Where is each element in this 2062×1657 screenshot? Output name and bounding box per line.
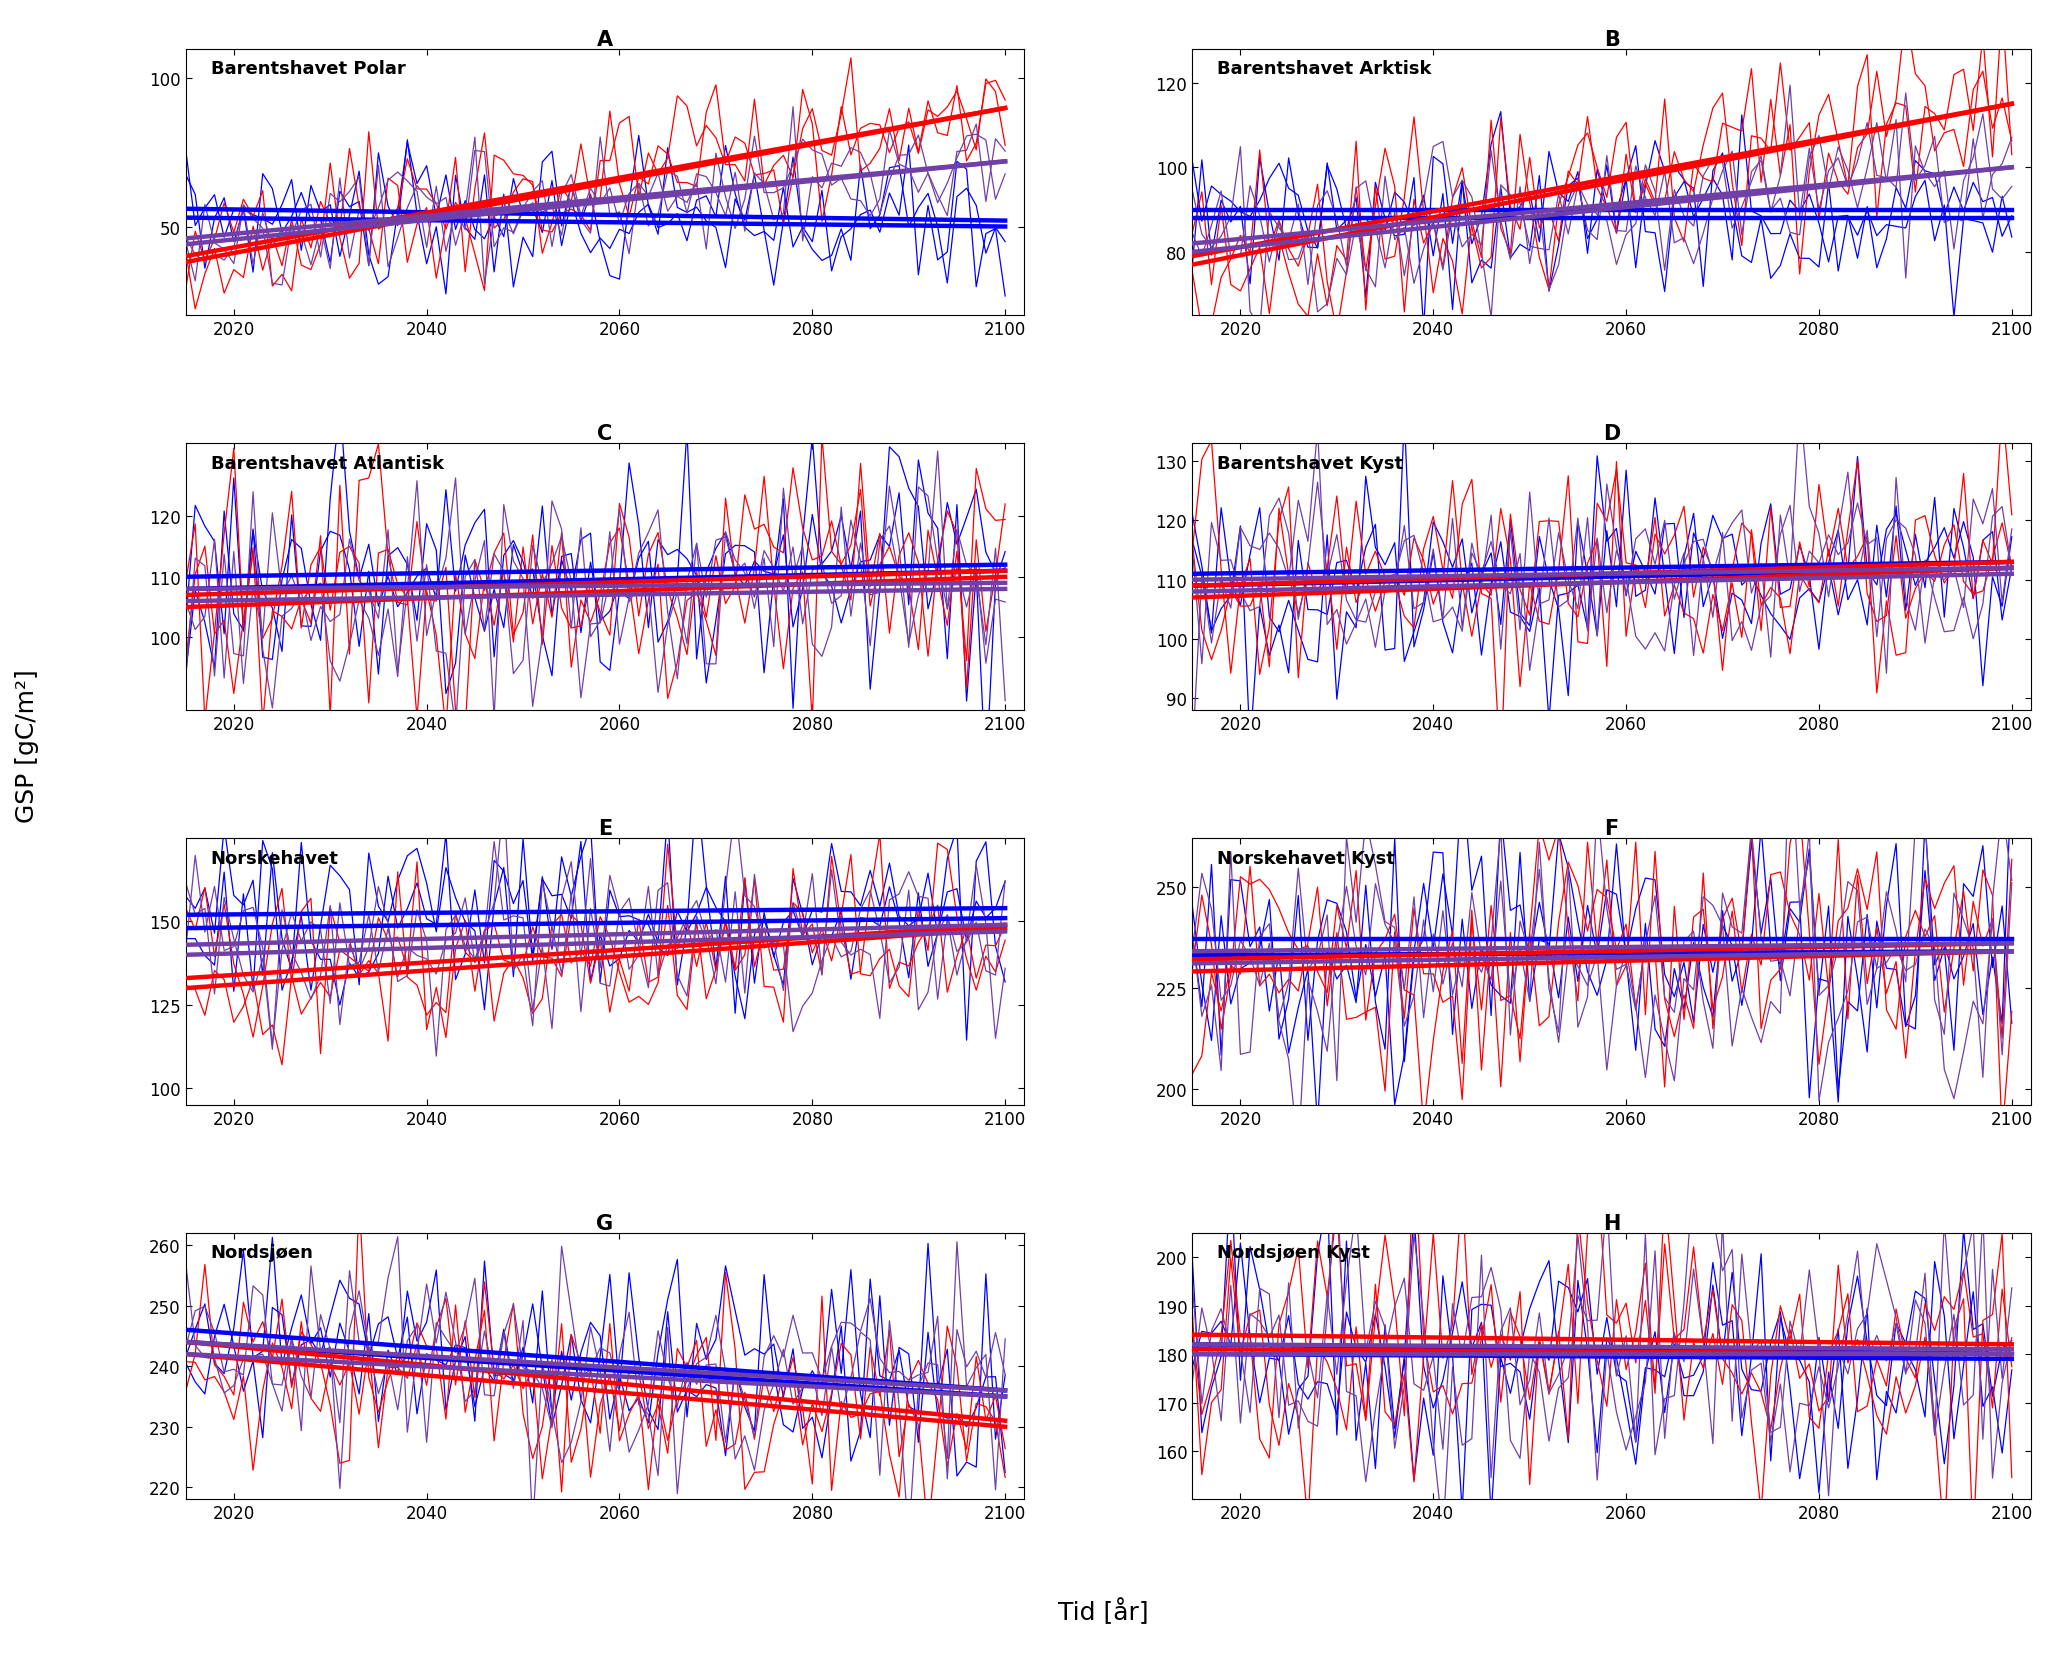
Text: Norskehavet Kyst: Norskehavet Kyst [1217,850,1396,867]
Text: Tid [år]: Tid [år] [1058,1597,1149,1624]
Text: Nordsjøen: Nordsjøen [210,1244,313,1261]
Text: Nordsjøen Kyst: Nordsjøen Kyst [1217,1244,1371,1261]
Text: GSP [gC/m²]: GSP [gC/m²] [14,669,39,822]
Title: E: E [598,819,612,838]
Text: Barentshavet Polar: Barentshavet Polar [210,60,406,78]
Title: D: D [1602,424,1621,444]
Text: Barentshavet Arktisk: Barentshavet Arktisk [1217,60,1431,78]
Title: C: C [598,424,612,444]
Title: F: F [1604,819,1619,838]
Title: B: B [1604,30,1619,50]
Text: Barentshavet Kyst: Barentshavet Kyst [1217,454,1404,472]
Title: A: A [596,30,612,50]
Text: Barentshavet Atlantisk: Barentshavet Atlantisk [210,454,443,472]
Title: G: G [596,1213,614,1233]
Title: H: H [1602,1213,1621,1233]
Text: Norskehavet: Norskehavet [210,850,338,867]
